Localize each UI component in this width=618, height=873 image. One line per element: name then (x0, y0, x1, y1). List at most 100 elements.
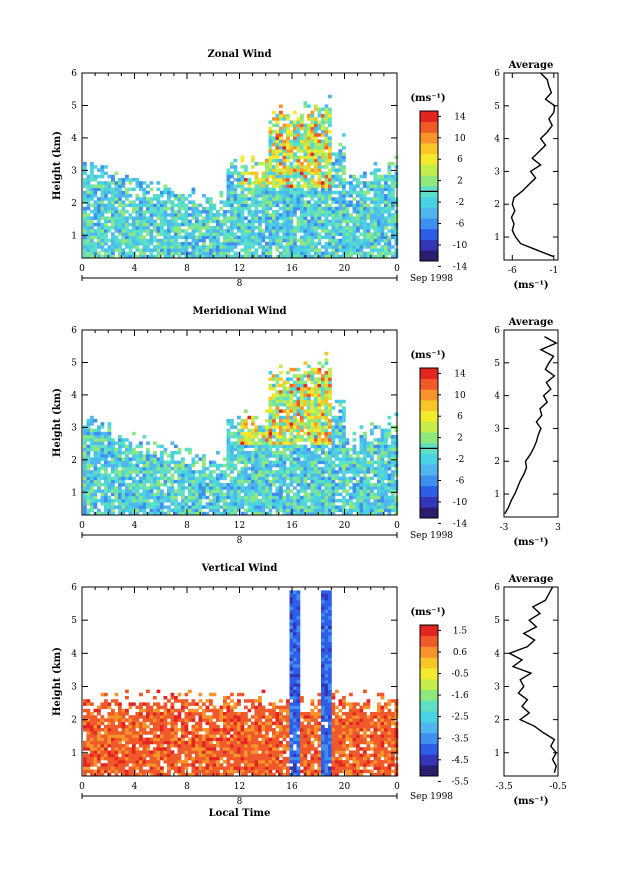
profile-panel: Average 1 2 3 4 5 6 -6 -1(ms⁻¹) (494, 60, 559, 291)
colorbar-segment (420, 722, 438, 734)
profile-frame (503, 72, 559, 261)
colorbar-segment (420, 421, 438, 433)
colorbar-tick-label: -14 (453, 262, 468, 272)
colorbar-segment (420, 218, 438, 230)
colorbar-segment (420, 153, 438, 165)
panel-title: Zonal Wind (207, 49, 271, 60)
colorbar-segment (420, 250, 438, 262)
colorbar-tick-label: 6 (457, 155, 463, 165)
colorbar-segment (420, 453, 438, 465)
colorbar-frame (419, 624, 439, 777)
x-tick-label: 12 (234, 521, 245, 531)
colorbar-segment (420, 464, 438, 476)
panel-title: Meridional Wind (192, 306, 286, 317)
profile-x-label: (ms⁻¹) (513, 796, 548, 807)
y-tick-label: 1 (71, 488, 77, 498)
profile-x-label: (ms⁻¹) (513, 280, 548, 291)
colorbar: (ms⁻¹) 1.5 0.6 -0.5 -1.6 -2.5 -3.5 -4.5 -5.5 (410, 607, 469, 787)
y-tick-label: 1 (71, 749, 77, 759)
colorbar-segment (420, 378, 438, 390)
x-tick-label: 0 (394, 782, 400, 792)
colorbar-segment (420, 111, 438, 123)
colorbar-segment (420, 754, 438, 766)
colorbar-segment (420, 175, 438, 187)
y-tick-label: 3 (71, 682, 77, 692)
y-tick-label: 6 (71, 69, 77, 79)
y-tick-label: 5 (71, 358, 77, 368)
profile-y-tick-label: 2 (494, 716, 500, 726)
profile-line (504, 335, 558, 515)
profile-y-tick-label: 5 (494, 616, 500, 626)
x-tick-label: 8 (184, 782, 190, 792)
colorbar-segment (420, 743, 438, 755)
y-tick-label: 3 (71, 423, 77, 433)
profile-y-tick-label: 1 (494, 490, 500, 500)
day-label: 8 (237, 536, 243, 546)
y-tick-label: 4 (71, 649, 77, 659)
colorbar-segment (420, 689, 438, 701)
profile-y-tick-label: 4 (494, 649, 500, 659)
day-label: 8 (237, 797, 243, 807)
colorbar-unit: (ms⁻¹) (410, 93, 445, 104)
colorbar-tick-label: -0.5 (451, 670, 469, 680)
colorbar-unit: (ms⁻¹) (410, 350, 445, 361)
profile-line (510, 72, 556, 258)
profile-y-tick-label: 3 (494, 424, 500, 434)
x-tick-label: 16 (286, 264, 298, 274)
y-tick-label: 3 (71, 166, 77, 176)
colorbar-tick-label: 14 (454, 112, 466, 122)
colorbar-tick-label: 14 (454, 369, 466, 379)
colorbar-segment (420, 700, 438, 712)
x-tick-label: 4 (132, 264, 138, 274)
y-tick-label: 2 (71, 716, 77, 726)
colorbar-tick-label: 10 (454, 134, 466, 144)
x-tick-label: 0 (394, 264, 400, 274)
colorbar-segment (420, 657, 438, 669)
profile-title: Average (508, 317, 554, 328)
profile-x-tick-label: -3 (500, 523, 509, 533)
profile-y-tick-label: 6 (494, 326, 500, 336)
day-label: 8 (237, 279, 243, 289)
colorbar-tick-label: 6 (457, 412, 463, 422)
y-tick-label: 4 (71, 391, 77, 401)
profile-y-tick-label: 5 (494, 102, 500, 112)
colorbar-tick-label: -6 (456, 220, 465, 230)
y-tick-label: 1 (71, 231, 77, 241)
colorbar-segment (420, 196, 438, 208)
heatmap-cells (83, 351, 399, 516)
colorbar-tick-label: -1.6 (451, 691, 469, 701)
colorbar-tick-label: -2 (456, 455, 465, 465)
profile-x-tick-label: -6 (508, 266, 517, 276)
colorbar-tick-label: -10 (453, 241, 468, 251)
profile-x-label: (ms⁻¹) (513, 537, 548, 548)
profile-y-tick-label: 3 (494, 682, 500, 692)
x-tick-label: 0 (394, 521, 400, 531)
profile-title: Average (508, 60, 554, 71)
profile-panel: Average 1 2 3 4 5 6 -3.5 -0.5(ms⁻¹) (494, 574, 567, 807)
profile-x-tick-label: -0.5 (549, 782, 567, 792)
colorbar-segment (420, 678, 438, 691)
colorbar-segment (420, 207, 438, 219)
colorbar-segment (420, 121, 438, 133)
colorbar-segment (420, 368, 438, 380)
colorbar-segment (420, 485, 438, 497)
profile-y-tick-label: 4 (494, 392, 500, 402)
profile-y-tick-label: 2 (494, 457, 500, 467)
profile-x-tick-label: -1 (549, 266, 558, 276)
profile-y-tick-label: 3 (494, 167, 500, 177)
colorbar-segment (420, 475, 438, 487)
colorbar-tick-label: -4.5 (451, 756, 469, 766)
colorbar-tick-label: -5.5 (451, 777, 469, 787)
x-tick-label: 8 (184, 521, 190, 531)
colorbar-tick-label: 2 (457, 434, 463, 444)
colorbar-tick-label: 1.5 (453, 626, 468, 636)
x-tick-label: 0 (79, 521, 85, 531)
y-axis-label: Height (km) (52, 388, 63, 457)
x-tick-label: 12 (234, 264, 245, 274)
profile-y-tick-label: 2 (494, 200, 500, 210)
y-tick-label: 2 (71, 199, 77, 209)
colorbar-tick-label: -2.5 (451, 713, 469, 723)
